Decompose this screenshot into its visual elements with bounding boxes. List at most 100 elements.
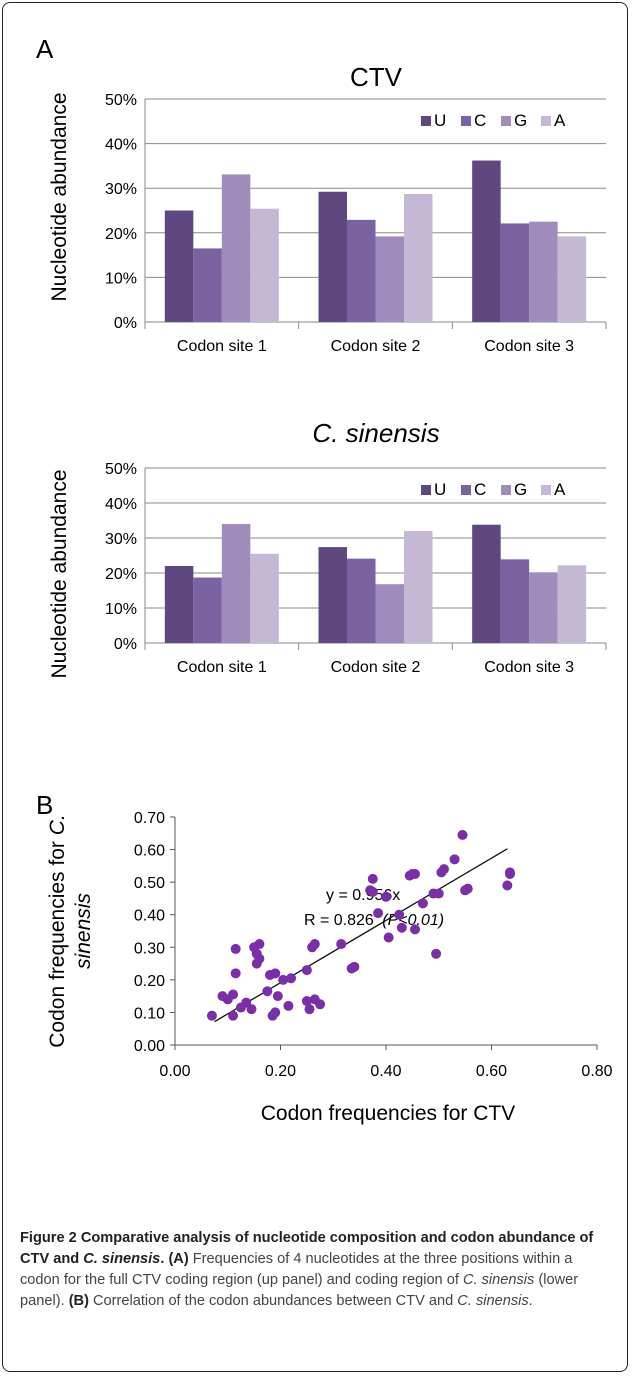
sinensis-y-tick-label: 10% — [105, 601, 137, 618]
ctv-y-tick-label: 20% — [105, 226, 137, 243]
scatter-y-tick-label: 0.70 — [134, 810, 165, 827]
scatter-y-tick-label: 0.40 — [134, 908, 165, 925]
caption-title-end: . — [160, 1251, 165, 1267]
sinensis-chart-title: C. sinensis — [312, 418, 439, 448]
scatter-x-tick-label: 0.40 — [370, 1063, 401, 1080]
scatter-point — [449, 854, 460, 865]
scatter-point — [367, 873, 378, 884]
scatter-point — [410, 869, 421, 879]
ctv-bar-c — [347, 219, 376, 322]
scatter-x-tick-label: 0.80 — [581, 1063, 612, 1080]
sinensis-legend-swatch-g — [501, 485, 511, 495]
ctv-x-category-label: Codon site 3 — [484, 338, 574, 355]
scatter-point — [417, 898, 428, 909]
scatter-point — [301, 965, 312, 976]
scatter-point — [439, 864, 450, 875]
sinensis-bar-a — [557, 565, 587, 643]
sinensis-bar-u — [164, 566, 194, 643]
scatter-y-tick-label: 0.20 — [134, 973, 165, 990]
scatter-point — [228, 989, 239, 1000]
ctv-legend-label-g: G — [514, 111, 527, 130]
ctv-legend-swatch-u — [421, 116, 431, 126]
scatter-point — [373, 908, 384, 919]
scatter-trendline — [214, 848, 508, 1023]
ctv-legend-swatch-c — [461, 116, 471, 126]
scatter-point — [315, 999, 326, 1010]
sinensis-bar-c — [500, 559, 530, 643]
ctv-y-tick-label: 40% — [105, 137, 137, 154]
caption-a-italic: C. sinensis — [462, 1272, 535, 1288]
scatter-point — [272, 991, 283, 1002]
ctv-bar-a — [557, 236, 587, 322]
caption-title-text: Figure 2 Comparative analysis of nucleot… — [20, 1230, 594, 1267]
sinensis-bar-u — [472, 524, 501, 643]
scatter-point — [462, 883, 473, 894]
ctv-bar-chart: CTV Nucleotide abundance 0% 10% 20% 30% 40% 5… — [48, 62, 607, 355]
ctv-y-tick-label: 0% — [114, 315, 137, 332]
figure-caption: Figure 2 Comparative analysis of nucleot… — [20, 1228, 608, 1312]
scatter-point — [254, 953, 265, 964]
sinensis-bar-a — [250, 553, 279, 643]
scatter-x-tick-label: 0.60 — [476, 1063, 507, 1080]
ctv-legend-swatch-g — [501, 116, 511, 126]
scatter-y-axis-label: Codon frequencies for C. sinensis — [46, 814, 95, 1047]
caption-a-text: Frequencies of 4 nucleotides at the thre… — [20, 1251, 573, 1288]
sinensis-bar-u — [318, 547, 347, 643]
sinensis-y-tick-label: 0% — [114, 636, 137, 653]
scatter-point — [228, 1010, 239, 1021]
ctv-y-axis-label: Nucleotide abundance — [48, 93, 71, 302]
sinensis-bar-g — [529, 572, 558, 643]
sinensis-y-axis-label: Nucleotide abundance — [48, 470, 71, 679]
sinensis-legend-label-u: U — [434, 480, 446, 499]
scatter-point — [304, 1004, 315, 1015]
caption-title: Figure 2 Comparative analysis of nucleot… — [20, 1230, 593, 1267]
sinensis-legend-label-a: A — [554, 480, 566, 499]
ctv-bar-g — [529, 221, 558, 322]
ctv-y-tick-label: 50% — [105, 92, 137, 109]
ctv-bar-c — [193, 248, 222, 322]
scatter-point — [286, 973, 297, 984]
caption-b-italic: C. sinensis — [457, 1293, 529, 1309]
scatter-y-tick-label: 0.50 — [134, 875, 165, 892]
ctv-legend-label-c: C — [474, 111, 486, 130]
scatter-point — [504, 867, 515, 878]
scatter-point — [246, 1004, 257, 1015]
ctv-bar-a — [250, 208, 279, 322]
scatter-point — [283, 1000, 294, 1011]
ctv-legend-swatch-a — [541, 116, 551, 126]
scatter-x-tick-label: 0.00 — [159, 1063, 190, 1080]
scatter-point — [278, 974, 289, 985]
scatter-point — [336, 939, 347, 950]
scatter-point — [457, 829, 468, 840]
ctv-y-tick-label: 30% — [105, 181, 137, 198]
scatter-point — [270, 968, 281, 979]
caption-b-end: . — [528, 1293, 533, 1309]
panel-b-letter: B — [36, 790, 53, 820]
sinensis-legend-swatch-a — [541, 485, 551, 495]
scatter-point — [394, 909, 405, 920]
ctv-legend-label-a: A — [554, 111, 566, 130]
ctv-y-tick-label: 10% — [105, 270, 137, 287]
ctv-bar-g — [375, 236, 404, 322]
scatter-y-label-line2: sinensis — [72, 893, 95, 969]
sinensis-bar-c — [347, 558, 376, 643]
scatter-y-label-line1: Codon frequencies for — [46, 835, 69, 1047]
sinensis-bar-g — [375, 584, 404, 643]
scatter-y-label-italic: C. — [46, 814, 69, 835]
sinensis-y-tick-label: 50% — [105, 461, 137, 478]
scatter-point — [383, 932, 394, 943]
scatter-r-value: R = 0.826 — [304, 912, 374, 929]
scatter-point — [502, 880, 513, 891]
caption-a-end: (lower panel). — [20, 1272, 579, 1309]
sinensis-legend-swatch-u — [421, 485, 431, 495]
ctv-bar-u — [164, 210, 194, 322]
ctv-x-category-label: Codon site 2 — [331, 338, 421, 355]
scatter-x-tick-label: 0.20 — [265, 1063, 296, 1080]
scatter-point — [230, 968, 241, 979]
scatter-point — [396, 922, 407, 933]
scatter-point — [309, 939, 320, 950]
ctv-bar-u — [318, 191, 347, 322]
caption-b-text: Correlation of the codon abundances betw… — [88, 1293, 458, 1309]
scatter-point — [206, 1010, 217, 1021]
